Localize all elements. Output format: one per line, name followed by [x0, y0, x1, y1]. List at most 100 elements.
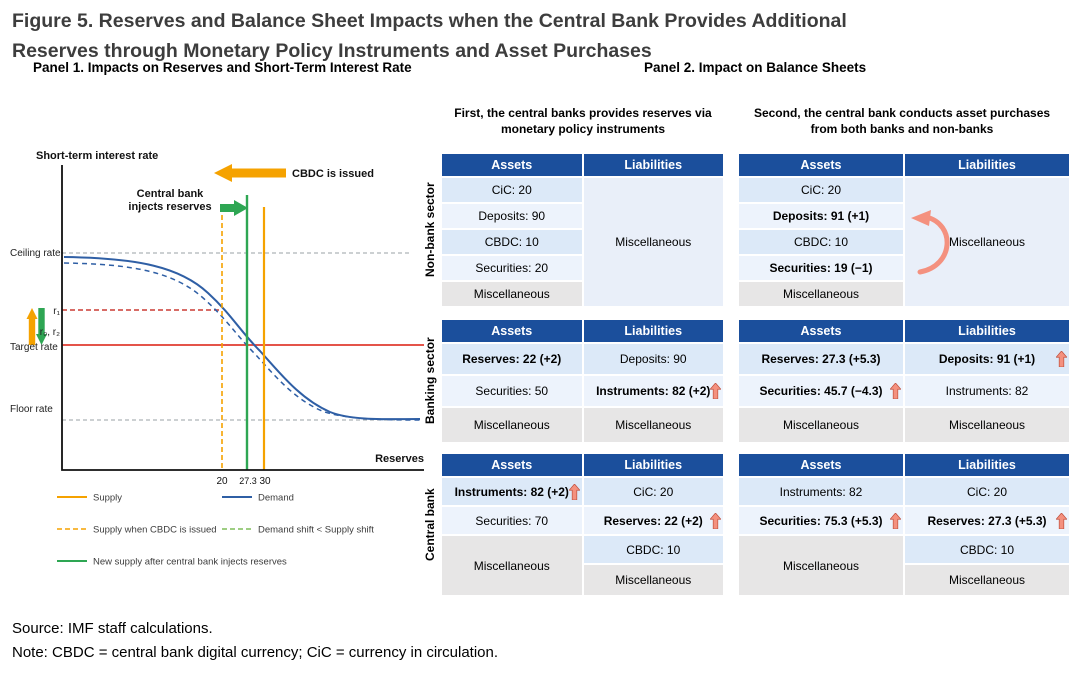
panel2-step2-header: Second, the central bank conducts asset … — [753, 106, 1051, 136]
bs-cell-liabilities: Reserves: 22 (+2) — [583, 507, 723, 534]
r0-r2-label: r₀, r₂ — [40, 327, 60, 338]
increase-arrow-icon — [890, 512, 901, 529]
bs-row: CBDC: 10 — [442, 230, 723, 254]
bs-cell-text: Miscellaneous — [473, 418, 550, 432]
target-rate-label: Target rate — [10, 342, 58, 353]
balance-sheet-table: Assets Liabilities CiC: 20 Miscellaneous Dep… — [440, 152, 725, 308]
bs-cell-text: CBDC: 10 — [959, 542, 1015, 557]
bs-cell-assets: Securities: 20 — [442, 256, 582, 280]
bs-cell-text: Securities: 20 — [475, 261, 549, 275]
bs-cell-liabilities: Miscellaneous — [905, 178, 1069, 306]
bs-header-liabilities: Liabilities — [905, 454, 1069, 476]
balance-sheet-table: Assets Liabilities Reserves: 27.3 (+5.3) De… — [737, 318, 1071, 444]
bs-cell-text: Miscellaneous — [782, 418, 860, 432]
bs-header-assets: Assets — [442, 454, 582, 476]
chart-axes — [61, 165, 424, 471]
sector-group-banking-sector: Banking sector Assets Liabilities Reserves:… — [423, 318, 1071, 444]
bs-row: Miscellaneous CBDC: 10 — [442, 536, 723, 595]
bs-row: CiC: 20 Miscellaneous — [442, 178, 723, 306]
bs-cell-assets: CiC: 20 — [442, 178, 582, 202]
balance-sheet-table: Assets Liabilities CiC: 20 Miscellaneous Dep… — [737, 152, 1071, 308]
bs-cell-liabilities: Deposits: 91 (+1) — [905, 344, 1069, 374]
bs-cell-text: CiC: 20 — [966, 484, 1007, 499]
bs-cell-text: Miscellaneous — [948, 573, 1026, 587]
panel1-chart-area: Short-term interest rate CBDC is issued … — [8, 145, 433, 600]
bs-cell-liabilities: CiC: 20 — [905, 478, 1069, 505]
bs-cell-text: Instruments: 82 (+2) — [454, 484, 569, 499]
bs-cell-text: Deposits: 91 (+1) — [938, 352, 1036, 366]
bs-cell-text: Instruments: 82 — [945, 384, 1029, 398]
bs-cell-text: CiC: 20 — [633, 484, 674, 499]
floor-rate-label: Floor rate — [10, 404, 53, 415]
bs-cell-assets: CBDC: 10 — [442, 230, 582, 254]
inject-label-line2: injects reserves — [128, 201, 211, 213]
increase-arrow-icon — [890, 383, 901, 399]
figure-title-line2: Reserves through Monetary Policy Instrum… — [12, 40, 652, 62]
r1-label: r₁ — [53, 306, 60, 317]
bs-cell-text: Miscellaneous — [948, 418, 1026, 432]
increase-arrow-icon — [568, 483, 580, 500]
x-tick-27-3: 27.3 — [239, 476, 257, 486]
increase-arrow-icon — [1056, 351, 1067, 367]
bs-cell-text: Securities: 19 (−1) — [769, 261, 873, 275]
bs-row: Deposits: 90 — [442, 204, 723, 228]
increase-arrow-icon — [710, 383, 721, 399]
bs-cell-text: Miscellaneous — [782, 287, 860, 301]
bs-row: Instruments: 82 (+2) CiC: 20 — [442, 478, 723, 505]
bs-cell-text: Miscellaneous — [948, 235, 1026, 249]
bs-cell-liabilities: Miscellaneous — [583, 565, 723, 595]
panel1-title: Panel 1. Impacts on Reserves and Short-T… — [33, 60, 412, 75]
bs-cell-liabilities: Miscellaneous — [905, 408, 1069, 442]
bs-cell-text: Miscellaneous — [615, 235, 692, 249]
bs-cell-text: Miscellaneous — [473, 558, 550, 573]
bs-row: CiC: 20 Miscellaneous — [739, 178, 1069, 306]
bs-header-assets: Assets — [739, 454, 903, 476]
bs-cell-assets: Miscellaneous — [739, 536, 903, 595]
bs-row: Reserves: 22 (+2) Deposits: 90 — [442, 344, 723, 374]
ceiling-rate-label: Ceiling rate — [10, 248, 61, 259]
bs-cell-text: Instruments: 82 (+2) — [596, 384, 711, 398]
bs-cell-text: Deposits: 91 (+1) — [772, 209, 870, 223]
bs-cell-assets: Miscellaneous — [739, 408, 903, 442]
bs-cell-assets: Securities: 50 — [442, 376, 582, 406]
bs-row: Securities: 19 (−1) — [739, 256, 1069, 280]
figure-title-line1: Figure 5. Reserves and Balance Sheet Imp… — [12, 10, 847, 32]
rate-down-arrow-icon — [36, 308, 47, 345]
bs-cell-text: CiC: 20 — [491, 183, 532, 197]
interest-rate-chart: Short-term interest rate CBDC is issued … — [10, 150, 424, 568]
bs-cell-liabilities: Reserves: 27.3 (+5.3) — [905, 507, 1069, 534]
bs-cell-assets: Miscellaneous — [442, 536, 582, 595]
bs-cell-liabilities: CBDC: 10 — [905, 536, 1069, 563]
sector-group-non-bank-sector: Non-bank sector Assets Liabilities CiC: 20 M… — [423, 152, 1071, 308]
bs-cell-assets: Securities: 70 — [442, 507, 582, 534]
bs-header-liabilities: Liabilities — [583, 320, 723, 342]
bs-cell-liabilities: Instruments: 82 (+2) — [583, 376, 723, 406]
bs-cell-liabilities: Miscellaneous — [583, 178, 723, 306]
bs-cell-liabilities: Deposits: 90 — [583, 344, 723, 374]
bs-header-liabilities: Liabilities — [583, 454, 723, 476]
balance-sheet-table: Assets Liabilities Instruments: 82 CiC: 20 S… — [737, 452, 1071, 597]
balance-sheet-table: Assets Liabilities Instruments: 82 (+2) CiC… — [440, 452, 725, 597]
bs-cell-text: CiC: 20 — [800, 183, 841, 197]
bs-header-assets: Assets — [739, 154, 903, 176]
bs-cell-assets: Securities: 45.7 (−4.3) — [739, 376, 903, 406]
increase-arrow-icon — [710, 512, 721, 529]
bs-cell-text: Miscellaneous — [615, 418, 692, 432]
bs-row: Securities: 75.3 (+5.3) Reserves: 27.3 (+… — [739, 507, 1069, 534]
bs-cell-assets: Miscellaneous — [442, 408, 582, 442]
bs-cell-text: Securities: 50 — [475, 384, 549, 398]
sector-group-central-bank: Central bank Assets Liabilities Instruments… — [423, 452, 1071, 597]
bs-cell-text: Reserves: 27.3 (+5.3) — [927, 513, 1047, 528]
legend-label-supply-cbdc: Supply when CBDC is issued — [93, 525, 217, 536]
bs-cell-assets: CiC: 20 — [739, 178, 903, 202]
panel2-step1-header: First, the central banks provides reserv… — [454, 106, 712, 136]
sector-label: Non-bank sector — [423, 182, 437, 278]
bs-cell-assets: CBDC: 10 — [739, 230, 903, 254]
bs-row: Miscellaneous — [442, 565, 723, 595]
bs-row: Deposits: 91 (+1) — [739, 204, 1069, 228]
bs-row: Instruments: 82 CiC: 20 — [739, 478, 1069, 505]
bs-row: Miscellaneous Miscellaneous — [442, 408, 723, 442]
bs-row: CBDC: 10 — [739, 230, 1069, 254]
bs-row: Miscellaneous — [739, 282, 1069, 306]
bs-cell-text: CBDC: 10 — [626, 542, 681, 557]
